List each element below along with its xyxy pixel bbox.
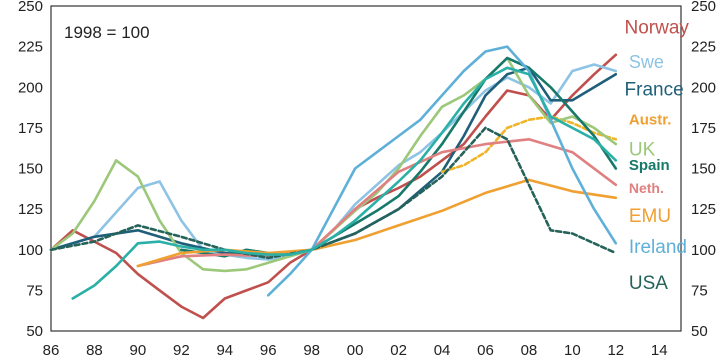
y-tick-label-right: 200 <box>691 79 716 96</box>
y-tick-label-right: 225 <box>691 39 716 56</box>
x-tick-label: 00 <box>347 342 364 359</box>
y-tick-label-left: 250 <box>18 0 43 15</box>
y-axis-left: 50 75 100 125 150 175 200 225 250 <box>18 0 43 340</box>
series-label-usa: USA <box>629 273 668 294</box>
y-tick-label-right: 100 <box>691 242 716 259</box>
x-tick-label: 02 <box>390 342 407 359</box>
x-tick-label: 88 <box>86 342 103 359</box>
series-line-swe <box>49 63 618 261</box>
x-tick-label: 86 <box>43 342 60 359</box>
y-tick-label-left: 50 <box>26 323 43 340</box>
x-tick-label: 98 <box>303 342 320 359</box>
series-line-ireland <box>266 45 618 297</box>
y-axis-right: 50 75 100 125 150 175 200 225 250 <box>691 0 716 340</box>
x-tick-label: 08 <box>521 342 538 359</box>
series-line-neth <box>136 138 618 268</box>
x-tick-label: 92 <box>173 342 190 359</box>
x-tick-label: 10 <box>564 342 581 359</box>
x-tick-label: 96 <box>260 342 277 359</box>
series-label-ireland: Ireland <box>629 237 687 258</box>
y-tick-label-left: 200 <box>18 79 43 96</box>
y-tick-label-left: 175 <box>18 120 43 137</box>
y-tick-label-left: 75 <box>26 282 43 299</box>
y-tick-label-left: 100 <box>18 242 43 259</box>
series-label-neth: Neth. <box>629 180 664 196</box>
y-tick-label-right: 50 <box>691 323 708 340</box>
series-label-swe: Swe <box>629 52 664 72</box>
x-tick-label: 12 <box>607 342 624 359</box>
y-tick-label-right: 75 <box>691 282 708 299</box>
series-label-austr: Austr. <box>629 112 672 129</box>
y-tick-label-right: 150 <box>691 161 716 178</box>
series-line-unlabeled-10 <box>71 66 618 300</box>
y-tick-label-right: 175 <box>691 120 716 137</box>
index-base-note: 1998 = 100 <box>64 23 150 42</box>
plot-frame <box>50 5 682 332</box>
series-line-usa <box>49 126 618 260</box>
y-tick-label-right: 250 <box>691 0 716 15</box>
x-tick-label: 94 <box>216 342 233 359</box>
series-label-emu: EMU <box>629 206 671 227</box>
y-tick-label-right: 125 <box>691 201 716 218</box>
series-label-france: France <box>625 79 684 100</box>
x-tick-label: 14 <box>651 342 668 359</box>
y-tick-label-left: 125 <box>18 201 43 218</box>
y-tick-label-left: 150 <box>18 161 43 178</box>
series-label-uk: UK <box>629 140 656 161</box>
series-label-spain: Spain <box>629 157 670 174</box>
series-lines <box>49 45 618 320</box>
x-axis: 86 88 90 92 94 96 98 00 02 04 06 08 10 12 14 <box>43 342 668 359</box>
x-tick-label: 90 <box>130 342 147 359</box>
y-tick-label-left: 225 <box>18 39 43 56</box>
x-tick-label: 04 <box>434 342 451 359</box>
x-tick-label: 06 <box>477 342 494 359</box>
series-label-norway: Norway <box>625 18 690 39</box>
